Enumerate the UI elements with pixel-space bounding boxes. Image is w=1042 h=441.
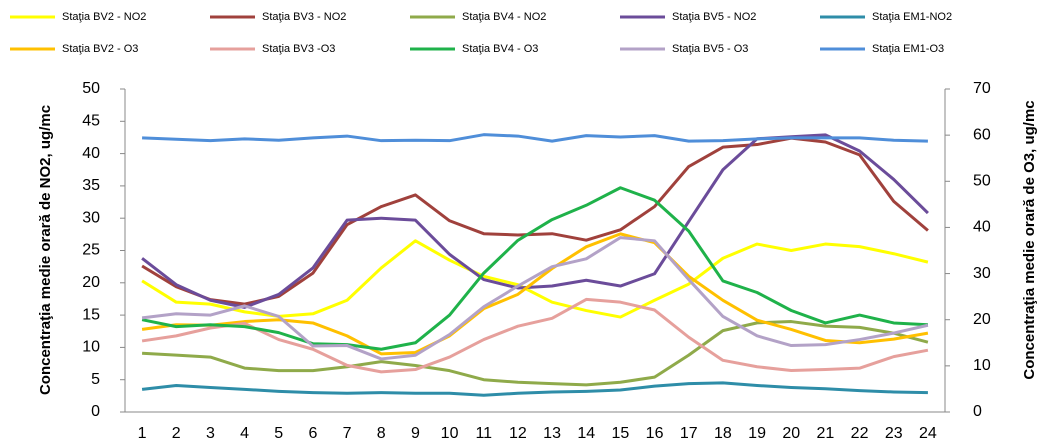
legend-label: Staţia BV3 - NO2 — [262, 11, 346, 23]
series-line — [141, 136, 929, 306]
series-line — [141, 239, 929, 319]
x-tick-label: 21 — [817, 425, 835, 441]
x-tick-label: 1 — [138, 425, 147, 441]
y-tick-label: 30 — [82, 209, 100, 226]
y-tick-label: 10 — [82, 339, 100, 356]
y-tick-label: 45 — [82, 113, 100, 130]
y-tick-label: 15 — [82, 306, 100, 323]
y2-tick-label: 30 — [973, 265, 991, 282]
x-tick-label: 4 — [240, 425, 249, 441]
legend-label: Staţia BV5 - NO2 — [672, 11, 756, 23]
legend-label: Staţia BV2 - O3 — [62, 43, 138, 55]
y2-tick-label: 40 — [973, 219, 991, 236]
series-line — [141, 186, 928, 351]
x-tick-label: 8 — [377, 425, 386, 441]
series-line — [141, 232, 929, 356]
x-tick-label: 2 — [172, 425, 181, 441]
x-tick-label: 6 — [308, 425, 317, 441]
y-tick-label: 0 — [91, 403, 100, 420]
y2-tick-label: 50 — [973, 173, 991, 190]
x-tick-label: 19 — [748, 425, 766, 441]
series-line — [141, 236, 929, 361]
x-tick-label: 20 — [782, 425, 800, 441]
x-tick-label: 12 — [509, 425, 527, 441]
y-axis-title: Concentraţia medie orară de NO2, ug/mc — [37, 105, 54, 395]
x-tick-label: 14 — [577, 425, 595, 441]
series-line — [142, 133, 928, 143]
y2-tick-label: 60 — [973, 126, 991, 143]
x-tick-label: 15 — [612, 425, 630, 441]
y2-tick-label: 20 — [973, 311, 991, 328]
legend-label: Staţia BV5 - O3 — [672, 43, 748, 55]
y2-tick-label: 10 — [973, 357, 991, 374]
y2-axis-title: Concentraţia medie orară de O3, ug/mc — [1021, 100, 1038, 379]
x-tick-label: 18 — [714, 425, 732, 441]
series-line — [141, 320, 929, 387]
legend-label: Staţia BV2 - NO2 — [62, 11, 146, 23]
series-line — [141, 381, 928, 397]
x-tick-label: 16 — [646, 425, 664, 441]
legend-label: Staţia BV4 - O3 — [462, 43, 538, 55]
y-tick-label: 50 — [82, 80, 100, 97]
x-tick-label: 10 — [441, 425, 459, 441]
x-tick-label: 11 — [475, 425, 492, 441]
y2-tick-label: 70 — [973, 80, 991, 97]
x-tick-label: 17 — [680, 425, 698, 441]
x-tick-label: 3 — [206, 425, 215, 441]
legend-label: Staţia BV4 - NO2 — [462, 11, 546, 23]
legend-label: Staţia BV3 -O3 — [262, 43, 335, 55]
y-tick-label: 25 — [82, 242, 100, 259]
x-tick-label: 13 — [543, 425, 561, 441]
x-tick-label: 9 — [411, 425, 420, 441]
y-tick-label: 40 — [82, 145, 100, 162]
series-line — [141, 297, 929, 374]
y-tick-label: 35 — [82, 177, 100, 194]
legend-label: Staţia EM1-O3 — [872, 43, 944, 55]
legend-label: Staţia EM1-NO2 — [872, 11, 952, 23]
x-tick-label: 5 — [274, 425, 283, 441]
y-tick-label: 5 — [91, 371, 100, 388]
y2-tick-label: 0 — [973, 403, 982, 420]
x-tick-label: 7 — [343, 425, 352, 441]
x-tick-label: 23 — [885, 425, 903, 441]
y-tick-label: 20 — [82, 274, 100, 291]
x-tick-label: 22 — [851, 425, 869, 441]
x-tick-label: 24 — [919, 425, 937, 441]
